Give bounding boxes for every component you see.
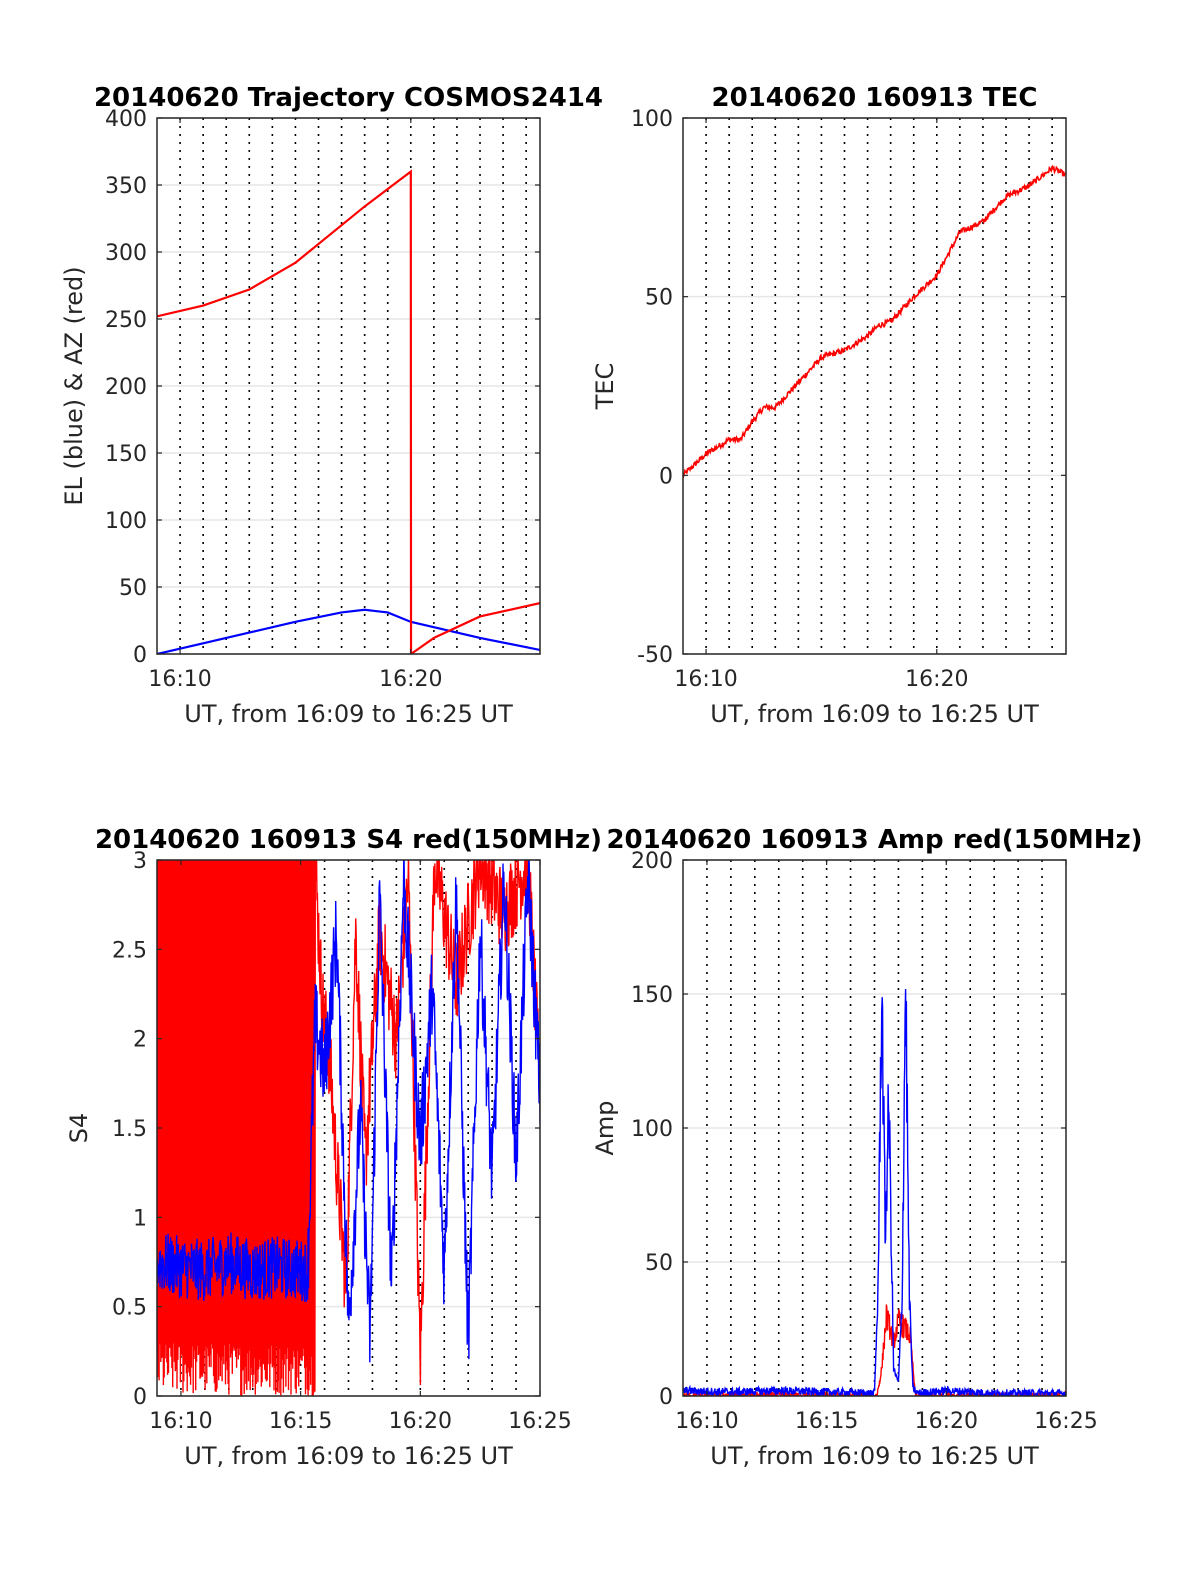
- chart-amp: 0 50 100 150 200 16:10 16:15 16:20 16:25 20140620…: [591, 825, 1143, 1470]
- x-axis-label: UT, from 16:09 to 16:25 UT: [710, 1442, 1039, 1470]
- y-tick-label: 400: [105, 107, 147, 132]
- y-tick-label: 50: [119, 576, 147, 601]
- x-tick-label: 16:10: [674, 667, 737, 692]
- y-axis-label: Amp: [591, 1100, 619, 1155]
- chart-title: 20140620 160913 TEC: [712, 83, 1038, 113]
- y-tick-label: 250: [105, 308, 147, 333]
- chart-title: 20140620 Trajectory COSMOS2414: [94, 83, 603, 113]
- x-tick-label: 16:10: [149, 1409, 212, 1434]
- series-line: [157, 860, 540, 1396]
- y-tick-label: -50: [637, 643, 673, 668]
- y-tick-label: 0.5: [112, 1296, 147, 1321]
- series-group: [157, 169, 540, 654]
- y-axis-label: S4: [65, 1113, 93, 1144]
- y-tick-label: 200: [631, 849, 673, 874]
- x-tick-label: 16:10: [675, 1409, 738, 1434]
- y-tick-label: 2.5: [112, 938, 147, 963]
- x-tick-label: 16:25: [1034, 1409, 1097, 1434]
- series-line: [157, 169, 540, 654]
- series-group: [157, 860, 540, 1396]
- y-tick-label: 200: [105, 375, 147, 400]
- y-axis-label: EL (blue) & AZ (red): [60, 266, 88, 505]
- chart-tec: -50 0 50 100 16:10 16:20 20140620 160913 TEC UT…: [591, 83, 1067, 728]
- x-tick-label: 16:15: [269, 1409, 332, 1434]
- y-tick-label: 1.5: [112, 1117, 147, 1142]
- x-tick-label: 16:20: [915, 1409, 978, 1434]
- y-tick-label: 0: [133, 1385, 147, 1410]
- x-axis-label: UT, from 16:09 to 16:25 UT: [184, 700, 513, 728]
- y-tick-label: 100: [631, 1117, 673, 1142]
- chart-trajectory: 0 50 100 150 200 250 300 350 400 16:10 16:20 201406…: [60, 83, 603, 728]
- x-tick-label: 16:10: [148, 667, 211, 692]
- y-tick-label: 0: [659, 464, 673, 489]
- x-tick-label: 16:20: [389, 1409, 452, 1434]
- chart-title: 20140620 160913 Amp red(150MHz): [606, 825, 1142, 855]
- axes-frame: [682, 117, 1067, 655]
- y-tick-label: 350: [105, 174, 147, 199]
- x-tick-label: 16:20: [379, 667, 442, 692]
- y-tick-label: 3: [133, 849, 147, 874]
- series-line: [683, 164, 1066, 479]
- y-tick-label: 100: [631, 107, 673, 132]
- x-tick-label: 16:20: [905, 667, 968, 692]
- chart-s4: 0 0.5 1 1.5 2 2.5 3 16:10 16:15 16:20 16:25 2014062…: [65, 825, 602, 1470]
- y-axis-label: TEC: [591, 363, 619, 411]
- y-tick-label: 2: [133, 1028, 147, 1053]
- y-tick-label: 150: [105, 442, 147, 467]
- x-axis-label: UT, from 16:09 to 16:25 UT: [184, 1442, 513, 1470]
- y-tick-label: 1: [133, 1206, 147, 1231]
- series-group: [683, 164, 1066, 479]
- y-tick-label: 150: [631, 983, 673, 1008]
- series-group: [683, 988, 1066, 1396]
- y-tick-label: 100: [105, 509, 147, 534]
- y-tick-label: 50: [645, 1251, 673, 1276]
- y-tick-label: 0: [133, 643, 147, 668]
- y-tick-label: 50: [645, 286, 673, 311]
- series-line: [157, 860, 540, 1363]
- y-tick-label: 0: [659, 1385, 673, 1410]
- x-axis-label: UT, from 16:09 to 16:25 UT: [710, 700, 1039, 728]
- chart-title: 20140620 160913 S4 red(150MHz): [95, 825, 602, 855]
- x-tick-label: 16:25: [508, 1409, 571, 1434]
- y-tick-label: 300: [105, 241, 147, 266]
- x-tick-label: 16:15: [795, 1409, 858, 1434]
- series-line: [683, 988, 1066, 1396]
